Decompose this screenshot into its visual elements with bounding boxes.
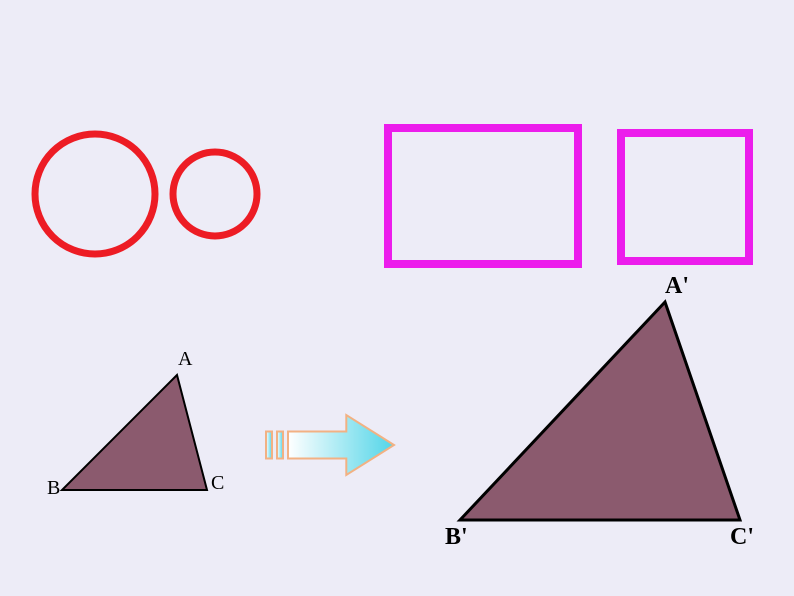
vertex-label-b-prime: B'	[445, 524, 468, 551]
vertex-label-c: C	[211, 472, 224, 495]
vertex-label-b: B	[47, 477, 60, 500]
vertex-label-a: A	[178, 348, 192, 371]
vertex-label-c-prime: C'	[730, 524, 754, 551]
vertex-label-a-prime: A'	[665, 273, 689, 300]
